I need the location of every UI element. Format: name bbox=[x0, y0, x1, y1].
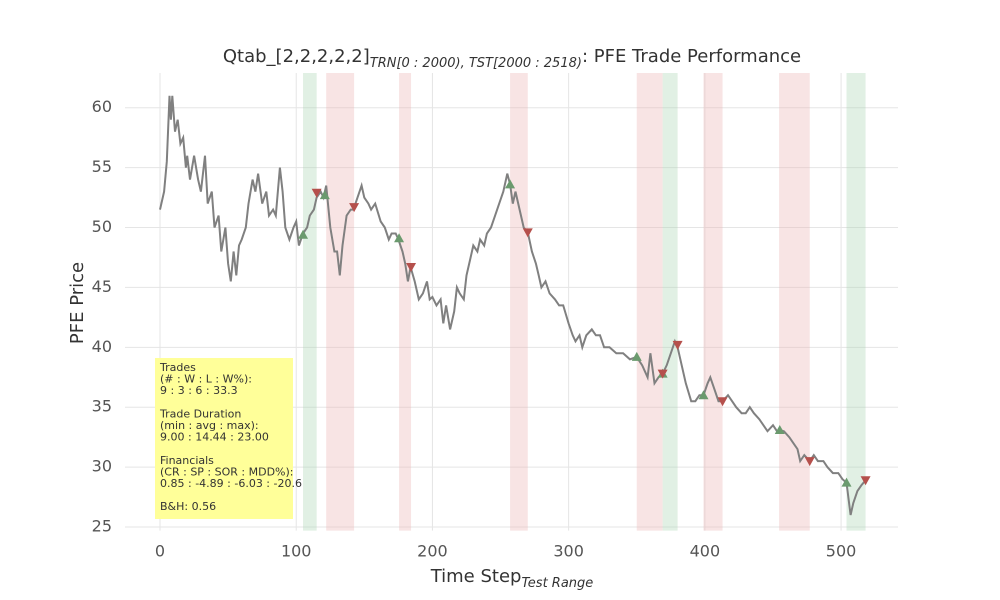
trade-span bbox=[846, 73, 866, 531]
title-subscript: TRN[0 : 2000), TST[2000 : 2518) bbox=[370, 56, 582, 71]
x-tick-label: 0 bbox=[155, 542, 165, 561]
stats-text: Trade Duration bbox=[159, 407, 241, 420]
x-tick-label: 500 bbox=[826, 542, 857, 561]
y-tick-label: 25 bbox=[92, 517, 112, 536]
x-axis-label: Time StepTest Range bbox=[430, 566, 594, 591]
stats-text: Trades bbox=[159, 361, 196, 374]
x-tick-label: 300 bbox=[553, 542, 584, 561]
buy-marker bbox=[319, 190, 330, 200]
sell-marker bbox=[311, 188, 322, 198]
sell-marker bbox=[804, 457, 815, 467]
buy-marker bbox=[298, 229, 309, 239]
stats-text: Financials bbox=[160, 454, 214, 467]
y-tick-label: 40 bbox=[92, 337, 112, 356]
stats-text: (# : W : L : W%): bbox=[160, 373, 252, 386]
buy-marker bbox=[841, 477, 852, 487]
sell-marker bbox=[522, 228, 533, 238]
sell-marker bbox=[672, 340, 683, 350]
y-axis-label: PFE Price bbox=[67, 262, 88, 344]
x-label-subscript: Test Range bbox=[521, 576, 593, 591]
sell-marker bbox=[860, 476, 871, 486]
stats-text: (CR : SP : SOR : MDD%): bbox=[160, 465, 294, 478]
stats-text: 9 : 3 : 6 : 33.3 bbox=[160, 384, 238, 397]
chart-title: Qtab_[2,2,2,2,2]TRN[0 : 2000), TST[2000 … bbox=[223, 46, 801, 71]
buy-marker bbox=[698, 390, 709, 400]
x-tick-label: 100 bbox=[281, 542, 312, 561]
sell-marker bbox=[717, 397, 728, 407]
sell-marker bbox=[349, 203, 360, 213]
trade-span bbox=[399, 73, 412, 531]
buy-marker bbox=[631, 351, 642, 361]
buy-marker bbox=[505, 179, 516, 189]
trade-span bbox=[636, 73, 663, 531]
title-main: Qtab_[2,2,2,2,2] bbox=[223, 46, 370, 67]
y-tick-label: 50 bbox=[92, 217, 112, 236]
price-line bbox=[159, 95, 867, 516]
y-tick-label: 30 bbox=[92, 457, 112, 476]
y-tick-label: 45 bbox=[92, 277, 112, 296]
trade-span bbox=[510, 73, 528, 531]
title-suffix: : PFE Trade Performance bbox=[582, 46, 801, 67]
trade-span bbox=[779, 73, 810, 531]
stats-text: (min : avg : max): bbox=[160, 419, 259, 432]
stats-text: 9.00 : 14.44 : 23.00 bbox=[160, 431, 269, 444]
trade-span bbox=[662, 73, 678, 531]
y-tick-label: 60 bbox=[92, 97, 112, 116]
x-tick-label: 400 bbox=[690, 542, 721, 561]
trade-span bbox=[303, 73, 317, 531]
stats-box bbox=[155, 358, 293, 519]
y-tick-label: 35 bbox=[92, 397, 112, 416]
buy-marker bbox=[394, 233, 405, 243]
plot-area: 25 30 35 40 45 50 55 60 0 100 200 300 400 500 bbox=[92, 73, 898, 561]
x-tick-label: 200 bbox=[417, 542, 448, 561]
sell-marker bbox=[657, 369, 668, 379]
buy-marker bbox=[774, 424, 785, 434]
x-label-main: Time Step bbox=[430, 566, 522, 587]
stats-text: 0.85 : -4.89 : -6.03 : -20.6 bbox=[160, 477, 302, 490]
stats-text: B&H: 0.56 bbox=[160, 500, 216, 513]
trade-span bbox=[703, 73, 723, 531]
trade-span bbox=[326, 73, 355, 531]
y-tick-label: 55 bbox=[92, 157, 112, 176]
sell-marker bbox=[406, 263, 417, 273]
